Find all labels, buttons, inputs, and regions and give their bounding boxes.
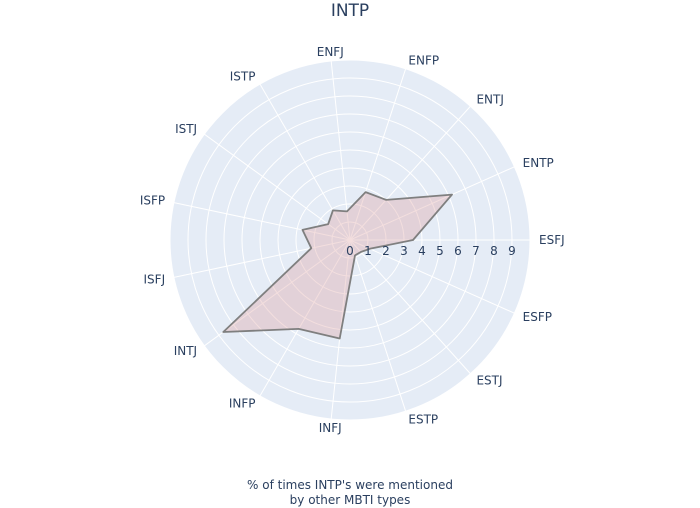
grid-spoke-estp	[349, 239, 407, 412]
category-label-entp: ENTP	[523, 156, 554, 170]
radial-tick-label: 4	[418, 244, 426, 258]
grid-spoke-isfj	[173, 239, 351, 278]
series-layer	[222, 191, 453, 340]
radial-tick-label: 0	[346, 244, 354, 258]
grid-spoke-intj	[204, 239, 351, 347]
category-label-enfj: ENFJ	[317, 45, 344, 59]
category-label-istp: ISTP	[230, 69, 256, 83]
category-label-isfj: ISFJ	[144, 272, 166, 286]
grid-spoke-esfp	[349, 239, 515, 314]
grid-spoke-entj	[349, 105, 471, 241]
grid-spoke-estj	[349, 239, 471, 375]
category-label-esfj: ESFJ	[539, 233, 565, 247]
category-label-infj: INFJ	[319, 421, 342, 435]
radial-tick-label: 5	[436, 244, 444, 258]
series-area	[222, 191, 453, 340]
grid-spoke-enfp	[349, 68, 407, 241]
category-label-esfp: ESFP	[523, 310, 552, 324]
axis-labels: 0 1 2 3 4 5 6 7 8 9 ESFJ ENTP ENTJ ENFP ENFJ ISTP ISTJ IS…	[140, 45, 565, 435]
radial-tick-label: 8	[490, 244, 498, 258]
radial-tick-label: 6	[454, 244, 462, 258]
category-label-infp: INFP	[229, 397, 256, 411]
grid-spoke-istj	[204, 133, 351, 241]
category-label-isfp: ISFP	[140, 194, 165, 208]
category-label-estp: ESTP	[408, 413, 438, 427]
chart-title: INTP	[330, 1, 370, 21]
grid-spoke-entp	[349, 166, 515, 241]
category-label-intj: INTJ	[174, 344, 197, 358]
category-label-entj: ENTJ	[476, 93, 503, 107]
caption-line-2: by other MBTI types	[289, 493, 411, 507]
grid-spoke-isfp	[173, 202, 351, 241]
chart-caption: % of times INTP's were mentioned by othe…	[0, 478, 700, 508]
caption-line-1: % of times INTP's were mentioned	[247, 478, 453, 492]
radial-tick-label: 7	[472, 244, 480, 258]
category-label-estj: ESTJ	[476, 373, 502, 387]
radial-tick-label: 9	[508, 244, 516, 258]
radial-tick-label: 3	[400, 244, 408, 258]
grid-spoke-istp	[259, 83, 351, 241]
category-label-enfp: ENFP	[408, 53, 439, 67]
polar-grid	[169, 59, 531, 421]
radial-tick-label: 2	[382, 244, 390, 258]
category-label-istj: ISTJ	[175, 122, 197, 136]
grid-spoke-enfj	[330, 60, 351, 241]
radial-tick-label: 1	[364, 244, 372, 258]
grid-spoke-infp	[259, 239, 351, 397]
